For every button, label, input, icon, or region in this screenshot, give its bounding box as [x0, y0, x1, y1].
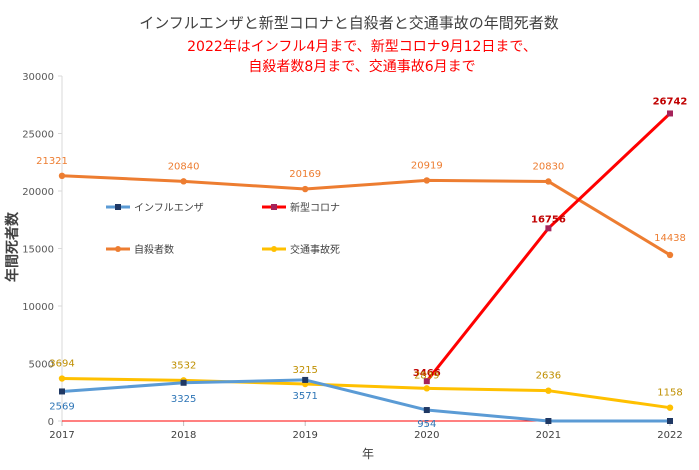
data-label: 3325	[171, 394, 196, 405]
data-label: 20840	[168, 161, 200, 172]
data-label: 3466	[413, 368, 441, 379]
data-point	[423, 385, 430, 392]
data-label: 2636	[536, 371, 561, 382]
data-label: 3215	[292, 365, 317, 376]
data-label: 2569	[49, 401, 74, 412]
y-tick-label: 15000	[22, 245, 54, 256]
data-label: 20169	[289, 169, 321, 180]
legend-marker	[115, 204, 121, 210]
x-tick-label: 2017	[49, 430, 74, 441]
data-point	[545, 387, 552, 394]
data-label: 3571	[292, 391, 317, 402]
data-point	[58, 172, 66, 180]
x-tick-label: 2020	[414, 430, 439, 441]
series-line-2	[60, 174, 672, 257]
legend-marker	[271, 246, 277, 252]
data-label: 1158	[657, 388, 682, 399]
series-line-1	[425, 111, 672, 383]
y-tick-label: 20000	[22, 187, 54, 198]
legend-label: インフルエンザ	[134, 202, 204, 214]
data-labels: 2569 3325 3571 954 3466 16756 26742 21321 20840 2…	[36, 96, 687, 430]
x-tick-label: 2021	[536, 430, 561, 441]
data-point	[667, 110, 673, 117]
y-tick-label: 30000	[22, 72, 54, 83]
data-point	[666, 251, 674, 259]
data-label: 3694	[49, 359, 74, 370]
legend-label: 交通事故死	[290, 243, 340, 256]
y-tick-label: 0	[48, 417, 54, 428]
series-line-0	[60, 378, 672, 423]
chart-subtitle-line-1: 2022年はインフル4月まで、新型コロナ9月12日まで、	[187, 39, 537, 55]
chart-subtitle-line-2: 自殺者数8月まで、交通事故6月まで	[248, 58, 475, 75]
data-point	[180, 379, 187, 386]
data-label: 14438	[654, 233, 686, 244]
data-point	[180, 178, 187, 185]
y-tick-label: 25000	[22, 130, 54, 141]
data-point	[423, 407, 430, 414]
data-point	[423, 378, 430, 385]
x-tick-label: 2022	[657, 430, 682, 441]
data-point	[545, 178, 552, 185]
legend-marker	[271, 204, 277, 210]
data-label: 2839	[414, 370, 439, 381]
axes: 0 5000 10000 15000 20000 25000 30000 2017 2018 20…	[22, 72, 683, 441]
legend-label: 自殺者数	[134, 243, 174, 256]
data-label: 20919	[411, 160, 443, 171]
data-label: 3532	[171, 360, 196, 371]
data-point	[666, 404, 674, 411]
data-point	[58, 375, 66, 382]
x-tick-label: 2019	[292, 430, 317, 441]
legend-label: 新型コロナ	[290, 201, 340, 214]
data-point	[302, 185, 309, 193]
data-label: 16756	[531, 214, 566, 225]
x-axis-label: 年	[362, 447, 374, 461]
y-tick-label: 10000	[22, 302, 54, 313]
data-label: 20830	[532, 161, 564, 172]
data-point	[545, 225, 552, 232]
data-point	[545, 418, 552, 424]
series-lines	[58, 110, 674, 424]
data-label: 26742	[653, 96, 688, 107]
data-label: 954	[417, 419, 436, 430]
y-axis-label: 年間死者数	[4, 211, 21, 282]
y-tick-label: 5000	[29, 360, 54, 371]
data-point	[59, 388, 65, 395]
legend-marker	[115, 246, 121, 252]
x-tick-label: 2018	[171, 430, 196, 441]
data-point	[423, 177, 430, 184]
data-point	[667, 418, 673, 424]
series-line-3	[60, 377, 672, 410]
data-point	[302, 376, 309, 383]
data-label: 21321	[36, 156, 68, 167]
chart-title: インフルエンザと新型コロナと自殺者と交通事故の年間死者数	[139, 14, 559, 32]
